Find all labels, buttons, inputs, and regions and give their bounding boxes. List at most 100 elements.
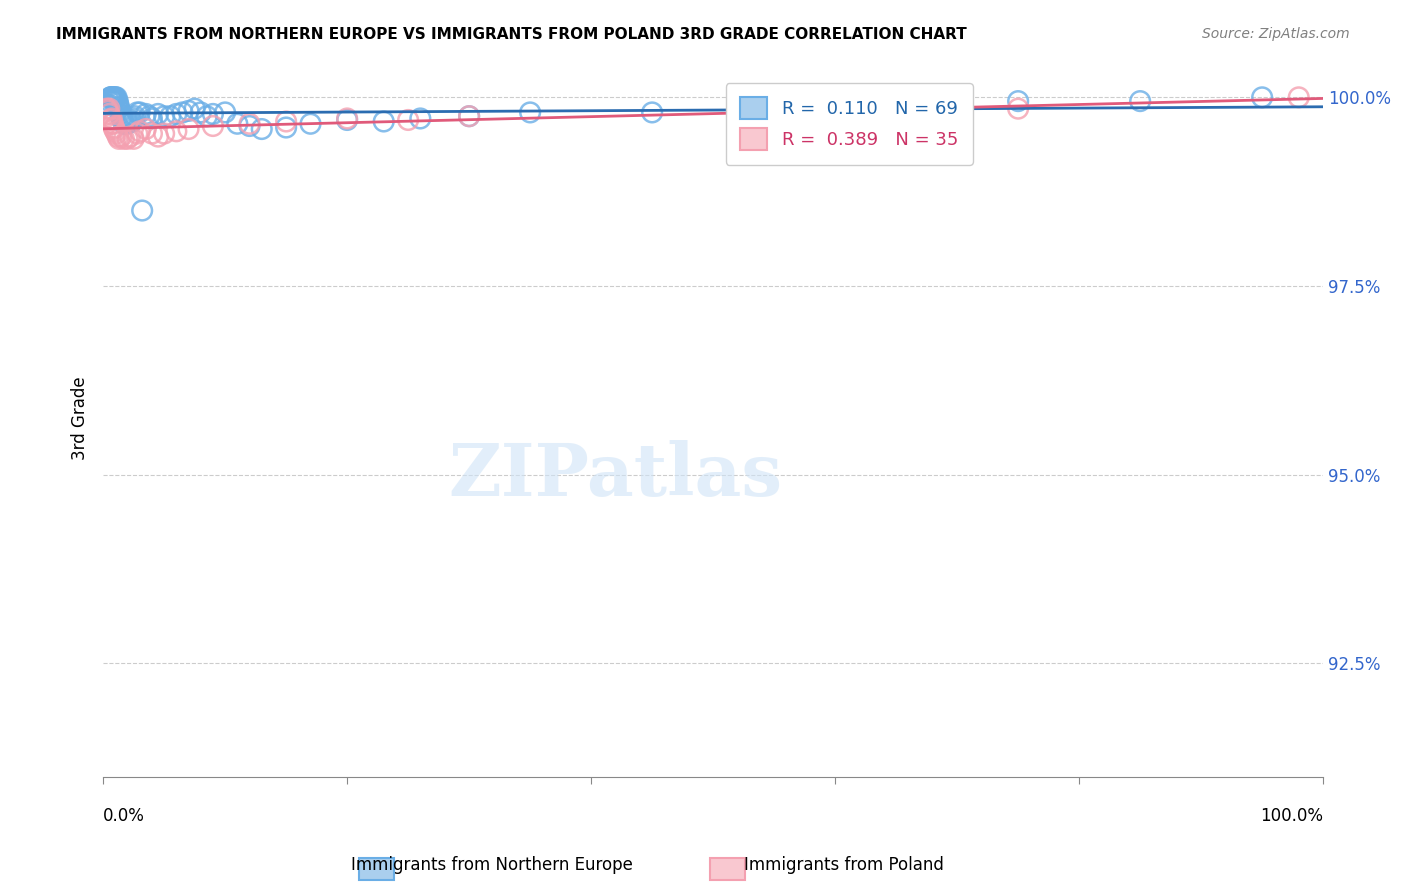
- Point: [641, 105, 664, 120]
- Point: [131, 203, 153, 218]
- Point: [105, 94, 128, 108]
- Point: [98, 94, 121, 108]
- Point: [276, 114, 298, 128]
- Point: [201, 107, 224, 121]
- Point: [1007, 102, 1029, 116]
- Point: [101, 90, 124, 104]
- Point: [135, 122, 157, 136]
- Point: [153, 109, 176, 123]
- Point: [763, 103, 786, 118]
- Point: [141, 112, 163, 126]
- Point: [98, 98, 121, 112]
- Point: [165, 124, 187, 138]
- Point: [100, 113, 122, 128]
- Text: 100.0%: 100.0%: [1260, 806, 1323, 825]
- Point: [98, 107, 121, 121]
- Point: [103, 120, 125, 135]
- Point: [824, 105, 846, 120]
- Point: [108, 102, 131, 116]
- Point: [177, 122, 200, 136]
- Point: [118, 114, 141, 128]
- Point: [100, 90, 122, 104]
- Point: [100, 90, 122, 104]
- Point: [127, 105, 149, 120]
- Point: [138, 109, 160, 123]
- Text: IMMIGRANTS FROM NORTHERN EUROPE VS IMMIGRANTS FROM POLAND 3RD GRADE CORRELATION : IMMIGRANTS FROM NORTHERN EUROPE VS IMMIG…: [56, 27, 967, 42]
- Point: [121, 114, 143, 128]
- Point: [96, 102, 118, 116]
- Point: [103, 94, 125, 108]
- Point: [153, 127, 176, 141]
- Point: [118, 129, 141, 144]
- Y-axis label: 3rd Grade: 3rd Grade: [72, 376, 89, 460]
- Point: [101, 117, 124, 131]
- Point: [103, 92, 125, 106]
- Point: [100, 90, 122, 104]
- Point: [101, 94, 124, 108]
- Point: [118, 113, 141, 128]
- Point: [108, 132, 131, 146]
- Point: [177, 103, 200, 118]
- Point: [103, 122, 125, 136]
- Point: [104, 90, 127, 104]
- Point: [100, 90, 122, 104]
- Point: [114, 117, 136, 131]
- Point: [100, 112, 122, 126]
- Point: [135, 107, 157, 121]
- Point: [104, 92, 127, 106]
- Point: [122, 132, 145, 146]
- Point: [107, 129, 129, 144]
- Point: [250, 122, 273, 136]
- Point: [128, 105, 150, 120]
- Point: [108, 107, 131, 121]
- Point: [104, 124, 127, 138]
- Point: [201, 119, 224, 133]
- Point: [238, 117, 260, 131]
- Point: [112, 117, 135, 131]
- Point: [195, 109, 218, 123]
- Point: [104, 90, 127, 104]
- Point: [1251, 90, 1274, 104]
- Point: [396, 113, 419, 128]
- Point: [946, 98, 969, 112]
- Point: [336, 113, 359, 128]
- Point: [336, 112, 359, 126]
- Text: Immigrants from Poland: Immigrants from Poland: [744, 856, 943, 874]
- Point: [458, 109, 481, 123]
- Point: [107, 94, 129, 108]
- Point: [159, 109, 181, 123]
- Point: [97, 103, 120, 118]
- Point: [127, 127, 149, 141]
- Point: [214, 105, 236, 120]
- Point: [112, 132, 135, 146]
- Point: [1007, 94, 1029, 108]
- Point: [519, 105, 541, 120]
- Point: [238, 119, 260, 133]
- Text: 0.0%: 0.0%: [103, 806, 145, 825]
- Point: [105, 127, 128, 141]
- Point: [105, 90, 128, 104]
- Point: [146, 129, 169, 144]
- Point: [100, 117, 122, 131]
- Point: [458, 109, 481, 123]
- Point: [111, 113, 134, 128]
- Point: [183, 102, 205, 116]
- Point: [110, 129, 132, 144]
- Point: [226, 117, 249, 131]
- Point: [122, 112, 145, 126]
- Point: [117, 132, 139, 146]
- Point: [373, 114, 395, 128]
- Point: [101, 90, 124, 104]
- Point: [190, 105, 212, 120]
- Legend: R =  0.110   N = 69, R =  0.389   N = 35: R = 0.110 N = 69, R = 0.389 N = 35: [725, 83, 973, 165]
- Point: [110, 112, 132, 126]
- Point: [299, 117, 322, 131]
- Point: [96, 98, 118, 112]
- Point: [108, 103, 131, 118]
- Point: [107, 96, 129, 111]
- Point: [108, 99, 131, 113]
- Point: [141, 127, 163, 141]
- Point: [110, 109, 132, 123]
- Point: [165, 107, 187, 121]
- Point: [115, 114, 138, 128]
